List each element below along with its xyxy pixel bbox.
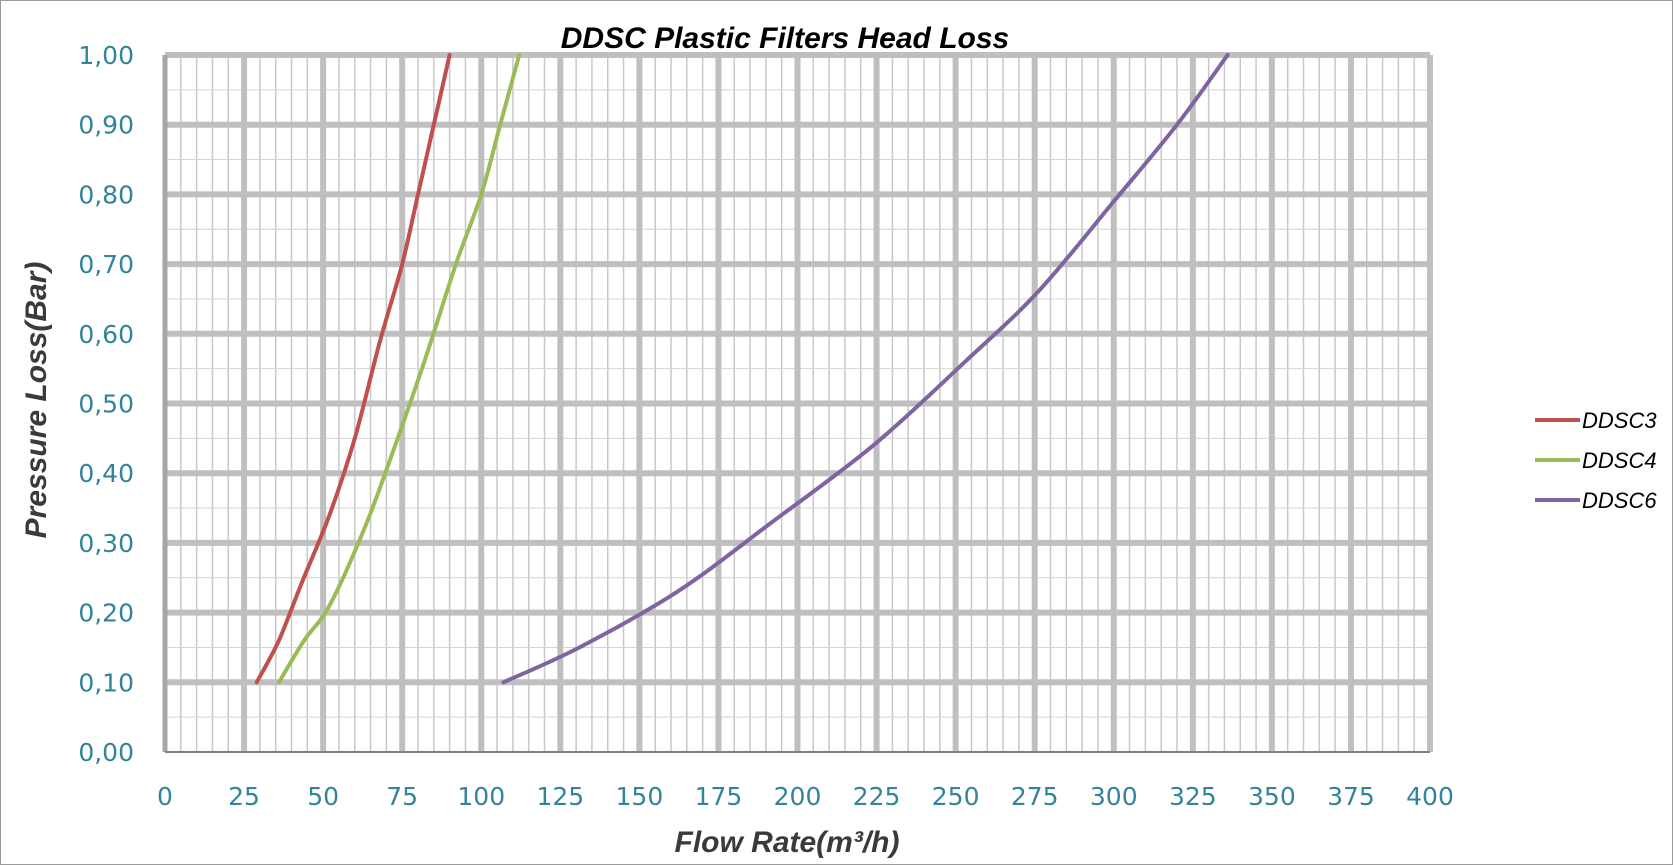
- axes: [162, 55, 1430, 753]
- legend: DDSC3 DDSC4 DDSC6: [1535, 408, 1657, 513]
- x-tick-label: 350: [1248, 782, 1296, 811]
- y-axis-label: Pressure Loss(Bar): [20, 262, 53, 539]
- major-gridlines: [165, 52, 1433, 752]
- legend-label-ddsc6: DDSC6: [1582, 488, 1657, 513]
- x-tick-label: 275: [1011, 782, 1059, 811]
- x-tick-label: 25: [228, 782, 260, 811]
- y-tick-label: 0,50: [78, 390, 134, 419]
- x-tick-label: 125: [536, 782, 584, 811]
- x-tick-label: 200: [774, 782, 822, 811]
- x-tick-label: 100: [457, 782, 505, 811]
- y-tick-labels: 0,00 0,10 0,20 0,30 0,40 0,50 0,60 0,70 0,80 0,90…: [78, 41, 134, 767]
- x-tick-label: 375: [1327, 782, 1375, 811]
- legend-label-ddsc4: DDSC4: [1582, 448, 1657, 473]
- y-tick-label: 0,60: [78, 320, 134, 349]
- y-tick-label: 0,00: [78, 738, 134, 767]
- x-axis-label: Flow Rate(m³/h): [675, 826, 900, 859]
- series-line-ddsc6: [501, 53, 1230, 685]
- x-tick-label: 0: [157, 782, 173, 811]
- x-tick-label: 225: [853, 782, 901, 811]
- x-tick-label: 150: [616, 782, 664, 811]
- y-tick-label: 0,30: [78, 529, 134, 558]
- x-tick-labels: 0 25 50 75 100 125 150 175 200 225 250 275 300 325 350…: [157, 782, 1454, 811]
- y-tick-label: 0,70: [78, 250, 134, 279]
- x-tick-label: 325: [1169, 782, 1217, 811]
- x-tick-label: 175: [695, 782, 743, 811]
- series-lines: [254, 53, 1230, 685]
- x-tick-label: 300: [1090, 782, 1138, 811]
- chart-title: DDSC Plastic Filters Head Loss: [561, 22, 1009, 55]
- legend-label-ddsc3: DDSC3: [1582, 408, 1657, 433]
- series-line-ddsc3: [254, 53, 452, 685]
- x-tick-label: 400: [1406, 782, 1454, 811]
- y-tick-label: 0,80: [78, 180, 134, 209]
- y-tick-label: 0,90: [78, 111, 134, 140]
- y-tick-label: 1,00: [78, 41, 134, 70]
- y-tick-label: 0,20: [78, 599, 134, 628]
- series-line-ddsc4: [276, 53, 522, 685]
- y-tick-label: 0,40: [78, 459, 134, 488]
- y-tick-label: 0,10: [78, 668, 134, 697]
- x-tick-label: 250: [932, 782, 980, 811]
- x-tick-label: 75: [386, 782, 418, 811]
- x-tick-label: 50: [307, 782, 339, 811]
